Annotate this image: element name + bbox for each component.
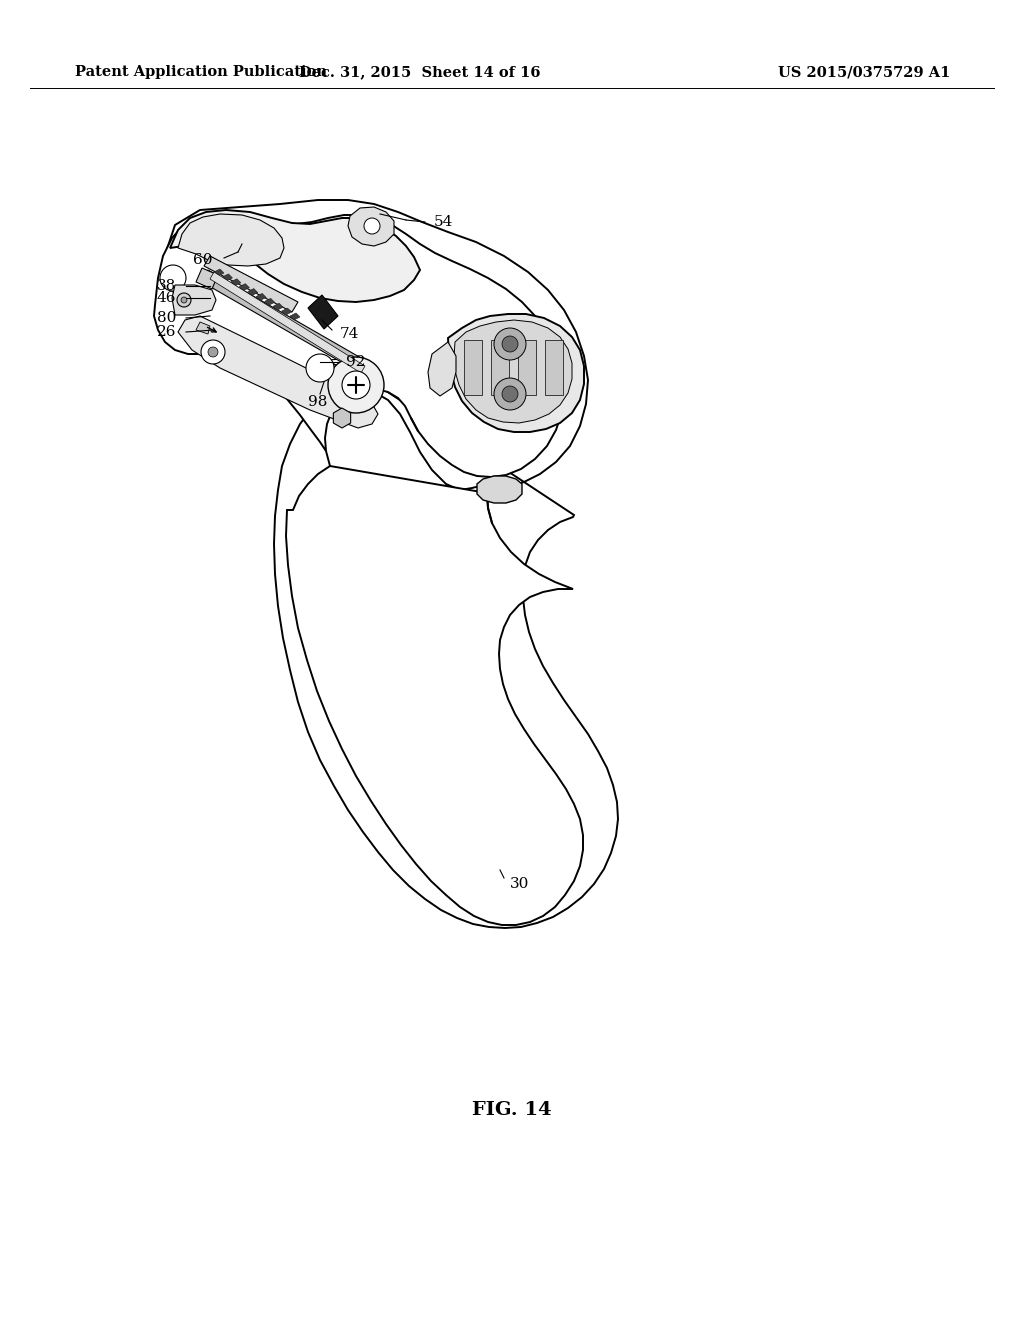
Polygon shape	[222, 273, 232, 281]
Text: 74: 74	[340, 327, 359, 341]
Circle shape	[494, 327, 526, 360]
Circle shape	[342, 371, 370, 399]
Polygon shape	[154, 213, 564, 477]
Circle shape	[494, 378, 526, 411]
Polygon shape	[202, 271, 368, 374]
Text: 92: 92	[346, 355, 366, 370]
Circle shape	[502, 337, 518, 352]
Circle shape	[306, 354, 334, 381]
Circle shape	[328, 356, 384, 413]
Polygon shape	[178, 315, 378, 428]
Circle shape	[177, 293, 191, 308]
Polygon shape	[172, 285, 216, 315]
Text: 54: 54	[434, 215, 454, 228]
Polygon shape	[248, 289, 258, 296]
Text: 80: 80	[157, 312, 176, 325]
Polygon shape	[490, 341, 509, 395]
Text: 98: 98	[308, 395, 328, 409]
Polygon shape	[454, 319, 572, 422]
Polygon shape	[196, 322, 210, 334]
Text: 38: 38	[157, 279, 176, 293]
Circle shape	[181, 297, 187, 304]
Polygon shape	[308, 294, 338, 329]
Polygon shape	[286, 466, 583, 925]
Text: US 2015/0375729 A1: US 2015/0375729 A1	[777, 65, 950, 79]
Polygon shape	[428, 342, 456, 396]
Circle shape	[160, 265, 186, 290]
Polygon shape	[348, 207, 394, 246]
Polygon shape	[256, 293, 266, 301]
Text: 26: 26	[157, 325, 176, 339]
Polygon shape	[264, 298, 274, 305]
Circle shape	[364, 218, 380, 234]
Text: Dec. 31, 2015  Sheet 14 of 16: Dec. 31, 2015 Sheet 14 of 16	[299, 65, 541, 79]
Polygon shape	[477, 477, 522, 503]
Polygon shape	[464, 341, 482, 395]
Text: Patent Application Publication: Patent Application Publication	[75, 65, 327, 79]
Polygon shape	[273, 304, 283, 310]
Polygon shape	[518, 341, 536, 395]
Text: 60: 60	[193, 253, 212, 267]
Polygon shape	[178, 214, 284, 267]
Text: 46: 46	[157, 290, 176, 305]
Polygon shape	[545, 341, 563, 395]
Circle shape	[201, 341, 225, 364]
Polygon shape	[282, 308, 292, 315]
Polygon shape	[290, 313, 300, 319]
Polygon shape	[230, 279, 241, 285]
Polygon shape	[214, 269, 224, 276]
Text: 30: 30	[510, 876, 529, 891]
Polygon shape	[449, 314, 584, 432]
Polygon shape	[240, 284, 249, 290]
Polygon shape	[334, 408, 350, 428]
Polygon shape	[204, 256, 298, 312]
Circle shape	[502, 385, 518, 403]
Polygon shape	[165, 201, 618, 928]
Polygon shape	[210, 272, 365, 374]
Polygon shape	[196, 268, 218, 289]
Polygon shape	[170, 210, 420, 302]
Text: FIG. 14: FIG. 14	[472, 1101, 552, 1119]
Circle shape	[208, 347, 218, 356]
